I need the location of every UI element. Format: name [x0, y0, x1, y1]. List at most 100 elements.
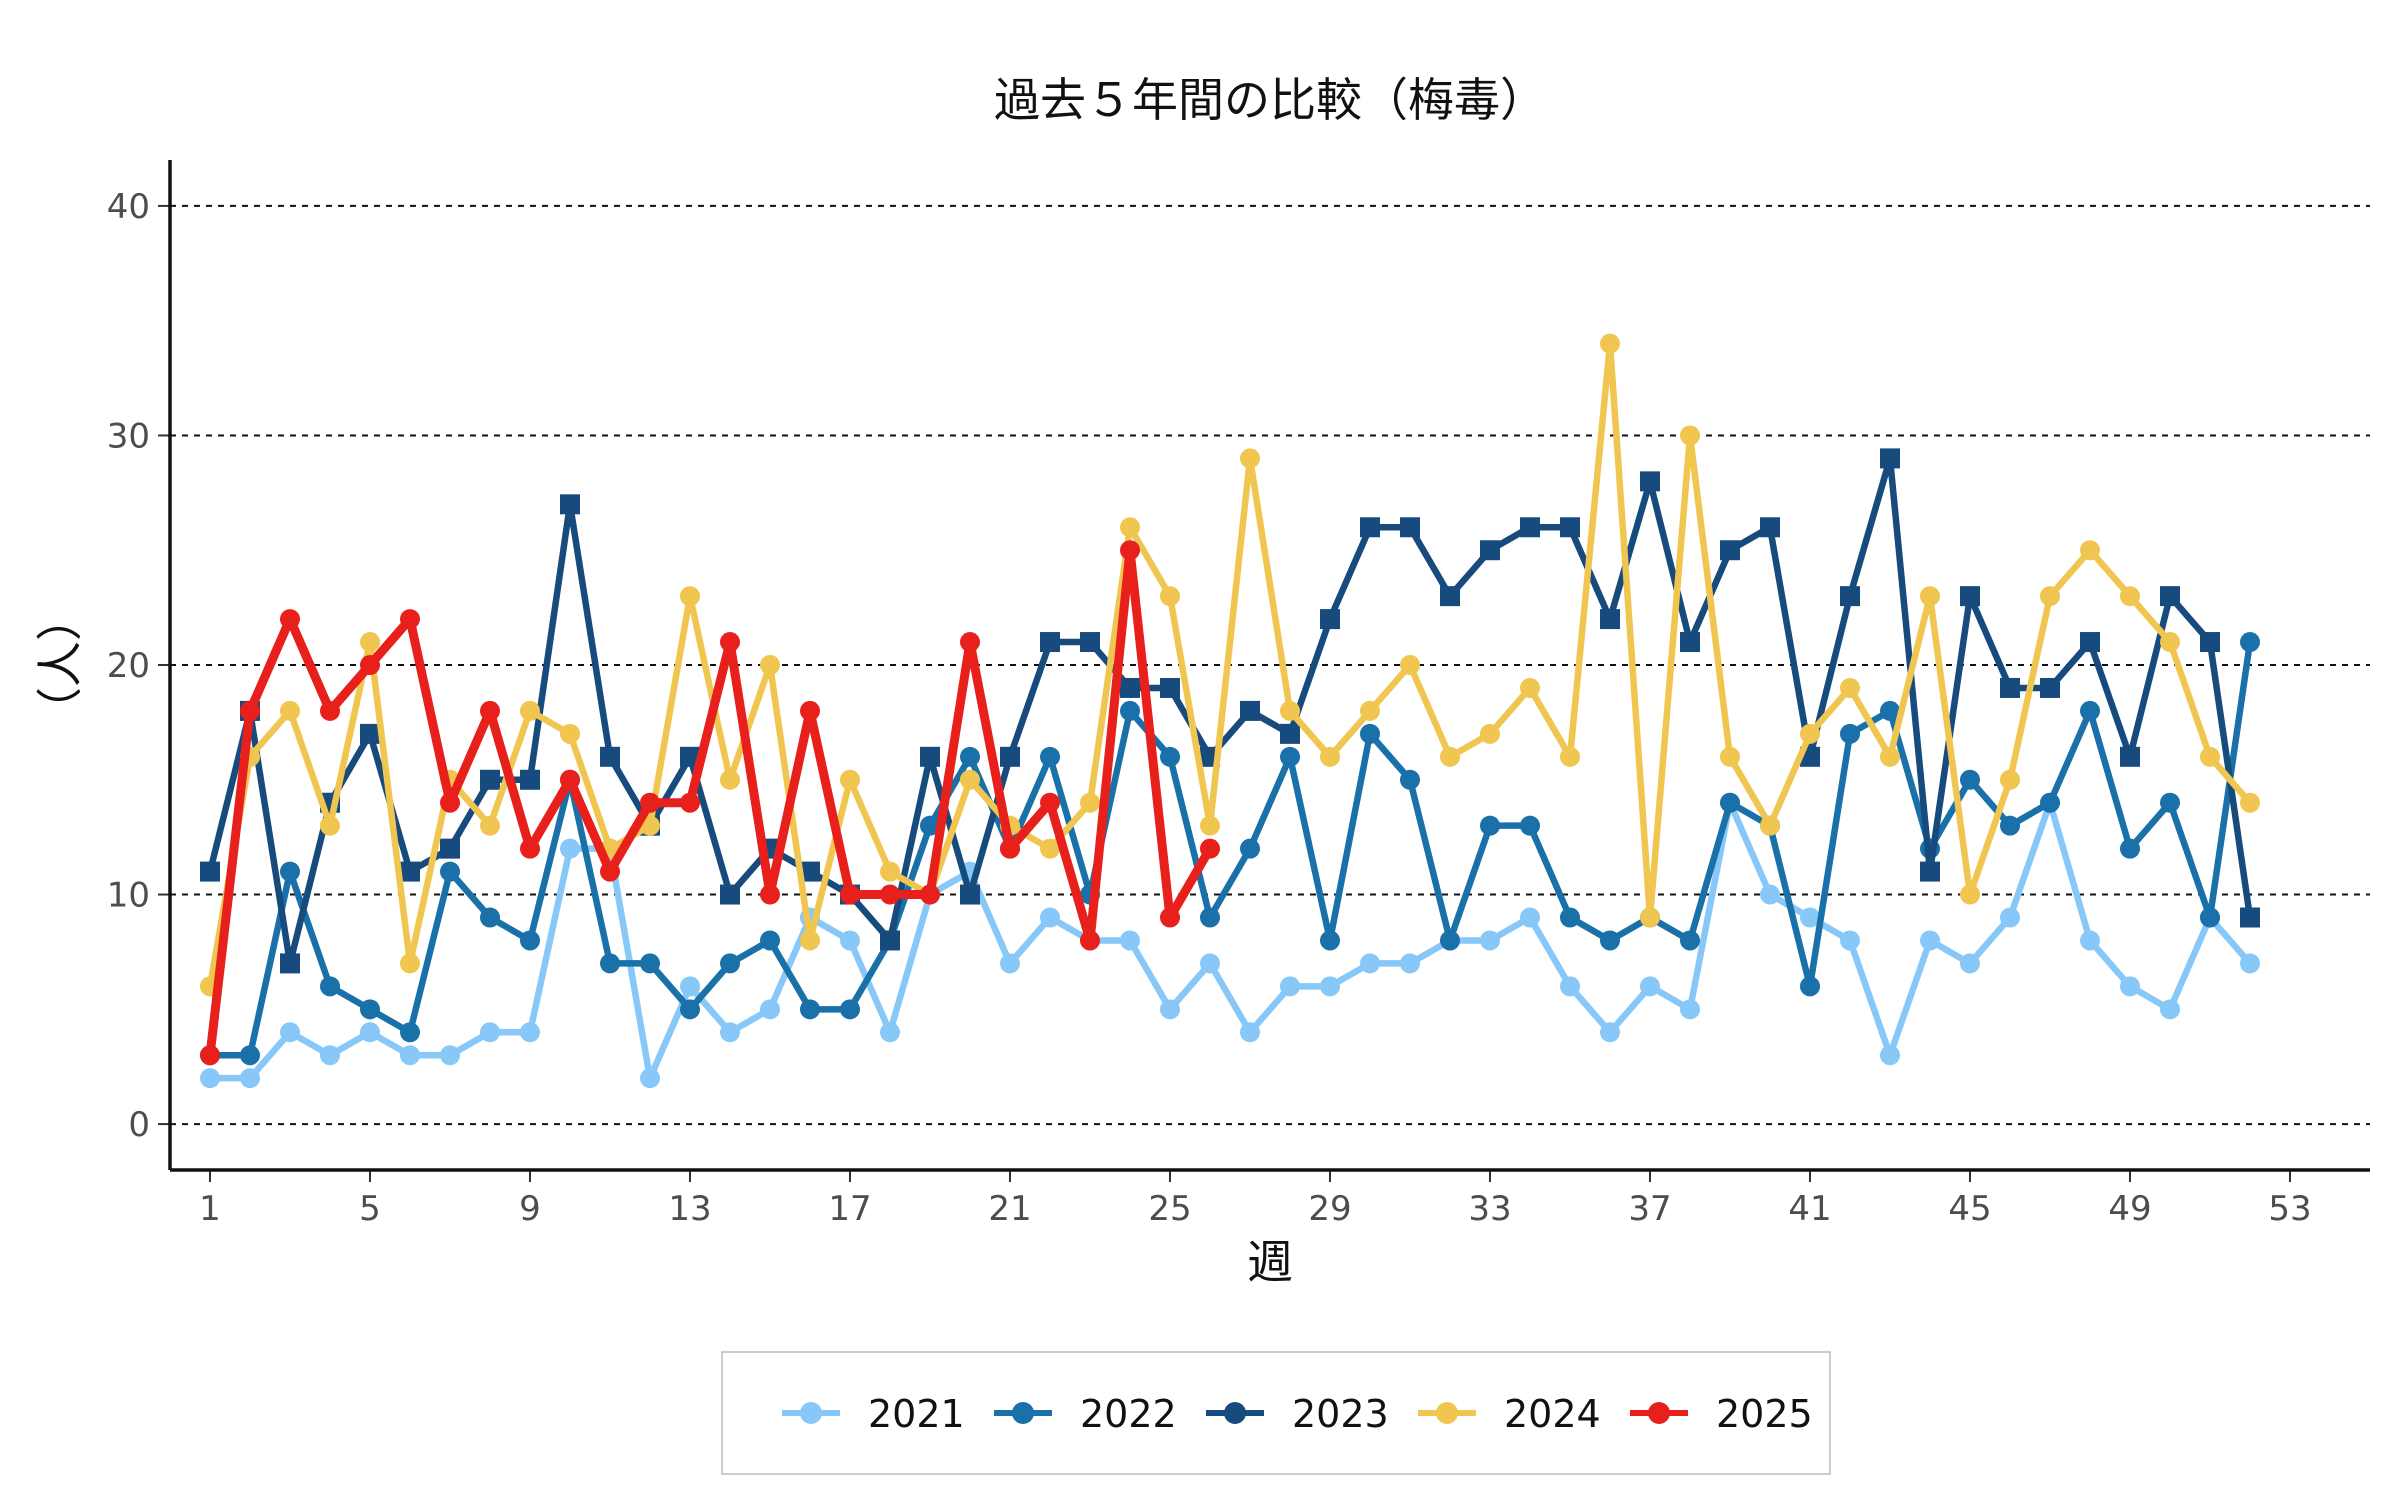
legend-item-2022: 2022 — [994, 1392, 1177, 1436]
data-point — [1680, 999, 1700, 1020]
series-line-2024 — [206, 340, 2254, 990]
data-point — [560, 723, 580, 744]
data-point — [2160, 586, 2180, 607]
x-tick-label: 17 — [828, 1189, 871, 1229]
y-tick-label: 0 — [128, 1105, 150, 1145]
data-point — [1840, 677, 1860, 698]
x-tick-label: 13 — [668, 1189, 711, 1229]
data-point — [1360, 953, 1380, 974]
data-point — [1160, 746, 1180, 767]
data-point — [640, 953, 660, 974]
data-point — [920, 746, 940, 767]
data-point — [720, 632, 740, 653]
series-line-2025 — [205, 545, 1215, 1060]
data-point — [1880, 746, 1900, 767]
x-tick-label: 49 — [2108, 1189, 2151, 1229]
chart-title: 過去５年間の比較（梅毒） — [994, 73, 1546, 127]
data-point — [720, 1022, 740, 1043]
legend-label: 2022 — [1080, 1392, 1177, 1436]
data-point — [1160, 907, 1180, 928]
data-point — [360, 723, 380, 744]
y-tick-label: 10 — [107, 876, 150, 916]
data-point — [360, 655, 380, 675]
data-point — [480, 1022, 500, 1043]
data-point — [1200, 907, 1220, 928]
series-line-2022 — [206, 638, 2254, 1059]
data-point — [680, 976, 700, 997]
data-point — [320, 976, 340, 997]
data-point — [480, 769, 500, 790]
x-tick-label: 41 — [1788, 1189, 1831, 1229]
x-tick-label: 33 — [1468, 1189, 1511, 1229]
data-point — [1080, 632, 1100, 653]
x-tick-label: 5 — [359, 1189, 381, 1229]
data-point — [1680, 632, 1700, 653]
data-point — [2080, 700, 2100, 721]
data-point — [1320, 976, 1340, 997]
data-point — [2200, 746, 2220, 767]
legend-swatch-marker — [1436, 1402, 1458, 1424]
data-point — [1960, 884, 1980, 905]
data-point — [2040, 792, 2060, 813]
x-tick-label: 9 — [519, 1189, 541, 1229]
data-point — [1640, 976, 1660, 997]
data-point — [1680, 930, 1700, 951]
data-point — [720, 953, 740, 974]
data-point — [1600, 333, 1620, 354]
data-point — [1360, 700, 1380, 721]
data-point — [1840, 586, 1860, 607]
data-point — [840, 884, 860, 905]
data-point — [1960, 769, 1980, 790]
axes: 0 10 20 30 40 1 5 9 13 17 21 25 29 33 37 41 45 49 53 — [107, 160, 2370, 1229]
data-point — [1800, 976, 1820, 997]
data-point — [1520, 815, 1540, 836]
data-point — [1640, 471, 1660, 492]
y-axis-title: （人） — [33, 595, 87, 733]
data-point — [1880, 700, 1900, 721]
data-point — [280, 861, 300, 882]
data-point — [2040, 677, 2060, 698]
data-point — [1120, 677, 1140, 698]
data-point — [680, 586, 700, 607]
data-point — [1880, 1045, 1900, 1066]
data-point — [480, 907, 500, 928]
x-tick-label: 53 — [2268, 1189, 2311, 1229]
data-point — [1200, 815, 1220, 836]
data-point — [1760, 517, 1780, 538]
data-point — [600, 861, 620, 882]
data-point — [1240, 838, 1260, 859]
data-point — [2000, 907, 2020, 928]
data-point — [320, 700, 340, 721]
data-point — [1040, 632, 1060, 653]
data-point — [2000, 769, 2020, 790]
series-layer — [200, 333, 2260, 1089]
data-point — [760, 999, 780, 1020]
data-point — [1560, 907, 1580, 928]
y-tick-label: 30 — [107, 416, 150, 456]
data-point — [680, 999, 700, 1020]
data-point — [1240, 700, 1260, 721]
data-point — [1520, 907, 1540, 928]
data-point — [240, 1068, 260, 1089]
legend-swatch-marker — [800, 1402, 822, 1424]
data-point — [240, 1045, 260, 1066]
data-point — [1160, 586, 1180, 607]
data-point — [2080, 930, 2100, 951]
data-point — [1920, 586, 1940, 607]
legend-label: 2023 — [1292, 1392, 1389, 1436]
data-point — [1960, 953, 1980, 974]
data-point — [2160, 632, 2180, 653]
data-point — [1440, 930, 1460, 951]
data-point — [1720, 746, 1740, 767]
data-point — [200, 1068, 220, 1089]
data-point — [440, 1045, 460, 1066]
data-point — [280, 1022, 300, 1043]
data-point — [520, 930, 540, 951]
legend-item-2024: 2024 — [1418, 1392, 1601, 1436]
data-point — [720, 884, 740, 905]
data-point — [400, 861, 420, 882]
data-point — [2080, 540, 2100, 561]
data-point — [2240, 953, 2260, 974]
data-point — [240, 700, 260, 721]
